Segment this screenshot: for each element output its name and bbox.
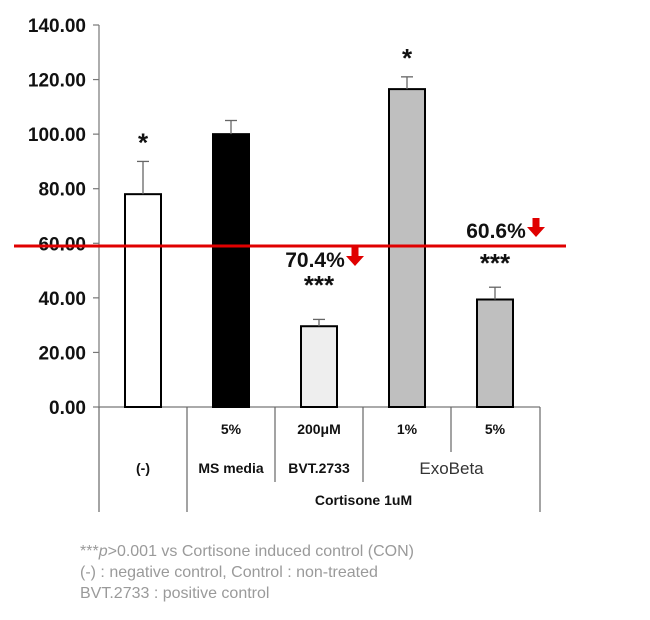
- down-arrow-icon: [527, 218, 545, 237]
- y-tick-label: 140.00: [28, 16, 86, 37]
- dose-label: 200μM: [297, 421, 341, 437]
- y-tick-label: 40.00: [38, 289, 86, 310]
- footnote-positive-control: BVT.2733 : positive control: [80, 585, 270, 602]
- bar: [388, 88, 426, 408]
- y-tick-label: 120.00: [28, 71, 86, 92]
- reduction-label: 70.4%: [285, 249, 345, 272]
- significance-marker: ***: [304, 270, 335, 300]
- y-tick-label: 80.00: [38, 180, 86, 201]
- footnote-significance: ***p>0.001 vs Cortisone induced control …: [80, 543, 414, 560]
- bar-chart: 0.0020.0040.0060.0080.00100.00120.00140.…: [14, 16, 566, 512]
- group-label-exobeta: ExoBeta: [419, 459, 484, 478]
- significance-marker: *: [138, 127, 149, 157]
- down-arrow-head: [346, 256, 364, 266]
- bar: [476, 298, 514, 409]
- reduction-label: 60.6%: [466, 220, 526, 243]
- outer-label-cortisone: Cortisone 1uM: [315, 492, 412, 508]
- down-arrow-head: [527, 227, 545, 237]
- footnotes: ***p>0.001 vs Cortisone induced control …: [80, 541, 414, 604]
- down-arrow-icon: [346, 247, 364, 266]
- footnote-controls: (-) : negative control, Control : non-tr…: [80, 564, 378, 581]
- dose-label: 5%: [485, 421, 506, 437]
- y-tick-label: 100.00: [28, 125, 86, 146]
- y-tick-label: 20.00: [38, 343, 86, 364]
- category-label: BVT.2733: [288, 460, 350, 476]
- bar: [212, 133, 250, 408]
- significance-marker: *: [402, 43, 413, 73]
- significance-marker: ***: [480, 248, 511, 278]
- y-tick-label: 0.00: [49, 398, 86, 419]
- category-label: (-): [136, 460, 150, 476]
- dose-label: 1%: [397, 421, 418, 437]
- bar: [300, 325, 338, 408]
- dose-label: 5%: [221, 421, 242, 437]
- down-arrow-shaft: [351, 247, 359, 257]
- category-label: MS media: [198, 460, 264, 476]
- bar: [124, 193, 162, 408]
- down-arrow-shaft: [532, 218, 540, 228]
